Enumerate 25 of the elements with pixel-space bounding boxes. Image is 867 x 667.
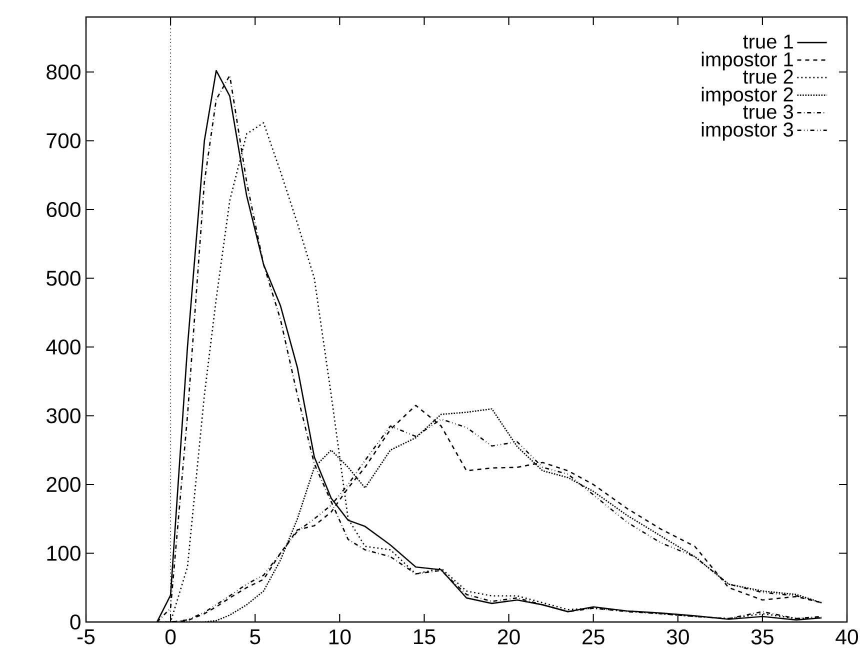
legend-label: impostor 2: [702, 86, 793, 106]
y-tick-label: 800: [46, 64, 80, 80]
y-tick-label: 100: [47, 546, 80, 561]
legend-label: impostor 3: [702, 122, 794, 141]
x-tick-label: 40: [836, 629, 858, 644]
x-tick-label: 25: [582, 629, 604, 644]
x-tick-label: 15: [414, 629, 436, 644]
x-tick-label: 35: [751, 629, 774, 644]
legend-label: true 1: [743, 34, 793, 49]
y-tick-label: 600: [46, 202, 80, 218]
y-tick-label: 0: [70, 614, 80, 630]
x-tick-label: 20: [498, 629, 520, 644]
x-tick-label: 5: [250, 629, 260, 644]
legend-label: impostor 1: [702, 52, 793, 70]
y-tick-label: 400: [46, 339, 80, 355]
y-tick-label: 700: [46, 133, 80, 148]
y-tick-label: 200: [46, 476, 80, 492]
legend-label: true 3: [743, 104, 794, 119]
y-tick-label: 300: [46, 408, 80, 424]
x-tick-label: -5: [77, 629, 95, 644]
x-tick-label: 0: [165, 629, 176, 644]
x-tick-label: 30: [666, 629, 689, 644]
x-tick-label: 10: [329, 629, 351, 644]
legend-label: true 2: [743, 70, 793, 84]
y-tick-label: 500: [46, 270, 80, 286]
